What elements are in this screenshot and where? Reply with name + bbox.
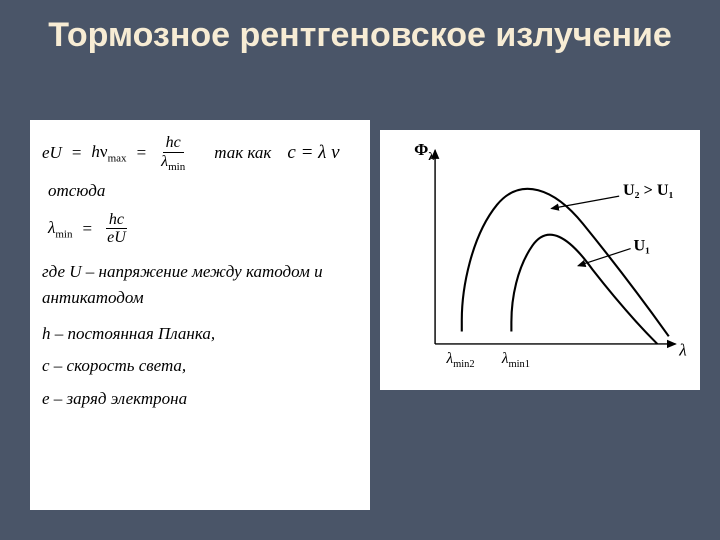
- lambda-min-sub: min: [55, 228, 72, 240]
- frac2-den: eU: [104, 229, 129, 247]
- frac2-num: hc: [106, 211, 127, 230]
- def-c: с – скорость света,: [42, 350, 366, 382]
- x-tick-min2: λmin2: [446, 350, 475, 370]
- x-tick-min1: λmin1: [501, 350, 530, 370]
- def-h: h – постоянная Планка,: [42, 318, 366, 350]
- fraction-1: hc λmin: [158, 134, 188, 173]
- y-axis-label: Φλ: [414, 140, 434, 163]
- equals-3: =: [83, 219, 93, 239]
- equation-2: λmin = hc eU: [48, 211, 366, 247]
- frac1-den: λmin: [158, 153, 188, 173]
- x-axis-label: λ: [678, 340, 686, 359]
- h: h: [91, 142, 100, 161]
- equation-1: eU = hνmax = hc λmin так как c = λ ν: [42, 134, 366, 173]
- formula-block: eU = hνmax = hc λmin так как c = λ ν отс…: [42, 134, 366, 415]
- since-text: так как: [214, 143, 271, 163]
- formula-panel: eU = hνmax = hc λmin так как c = λ ν отс…: [30, 120, 370, 510]
- definitions: где U – напряжение между катодом и антик…: [42, 259, 366, 415]
- slide-title: Тормозное рентгеновское излучение: [0, 0, 720, 65]
- curve-U2: [462, 189, 669, 336]
- nu: ν: [100, 142, 108, 161]
- def-U: где U – напряжение между катодом и антик…: [42, 259, 366, 310]
- equals-2: =: [137, 143, 147, 163]
- hence-text: отсюда: [48, 181, 366, 201]
- fraction-2: hc eU: [104, 211, 129, 247]
- min-sub: min: [168, 161, 185, 173]
- chart-panel: Φλ λ λmin2 λmin1 U₂ > U₁ U₁: [380, 130, 700, 390]
- spectrum-chart: Φλ λ λmin2 λmin1 U₂ > U₁ U₁: [386, 136, 694, 384]
- label-U1: U₁: [633, 236, 650, 254]
- eU: eU: [42, 143, 62, 163]
- label-U2: U₂ > U₁: [623, 181, 674, 199]
- c-eq: c = λ ν: [287, 142, 339, 164]
- def-e: е – заряд электрона: [42, 383, 366, 415]
- max-sub: max: [108, 153, 127, 165]
- equals-1: =: [72, 143, 82, 163]
- frac1-num: hc: [163, 134, 184, 153]
